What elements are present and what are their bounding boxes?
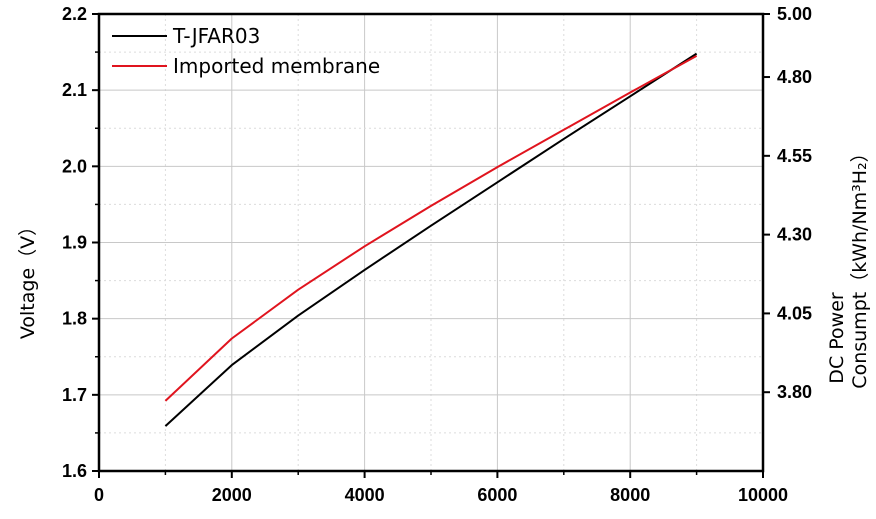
y-tick-label: 1.7 — [62, 385, 87, 405]
y2-tick-label: 5.00 — [777, 4, 812, 24]
y-tick-label: 2.2 — [62, 4, 87, 24]
x-tick-label: 8000 — [610, 485, 650, 505]
y2-axis-title-line1: DC Power — [826, 292, 848, 384]
y-tick-label: 1.9 — [62, 233, 87, 253]
x-tick-label: 6000 — [477, 485, 517, 505]
y-tick-label: 2.0 — [62, 156, 87, 176]
x-tick-label: 2000 — [212, 485, 252, 505]
grid — [99, 14, 763, 471]
x-tick-label: 10000 — [738, 485, 788, 505]
legend: T-JFAR03 Imported membrane — [112, 24, 380, 78]
y2-axis-title-line2: Consumpt（kWh/Nm³H₂） — [849, 143, 871, 388]
y2-tick-label: 4.30 — [777, 225, 812, 245]
y2-tick-label: 4.80 — [777, 67, 812, 87]
series-line-2 — [164, 55, 698, 402]
legend-label-2: Imported membrane — [173, 54, 380, 78]
x-tick-label: 4000 — [345, 485, 385, 505]
y2-tick-label: 3.80 — [777, 382, 812, 402]
y-tick-label: 2.1 — [62, 80, 87, 100]
y2-tick-label: 4.55 — [777, 146, 812, 166]
y-tick-label: 1.6 — [62, 461, 87, 481]
series-line-1 — [164, 52, 698, 427]
y-tick-label: 1.8 — [62, 309, 87, 329]
x-tick-label: 0 — [94, 485, 104, 505]
ticks: 0 2000 4000 6000 8000 10000 1.6 1.7 1.8 1.9 2.0 2.1… — [62, 4, 812, 505]
legend-label-1: T-JFAR03 — [172, 24, 260, 48]
y-axis-title: Voltage（V） — [17, 217, 39, 339]
y2-tick-label: 4.05 — [777, 303, 812, 323]
series-layer — [164, 52, 698, 427]
